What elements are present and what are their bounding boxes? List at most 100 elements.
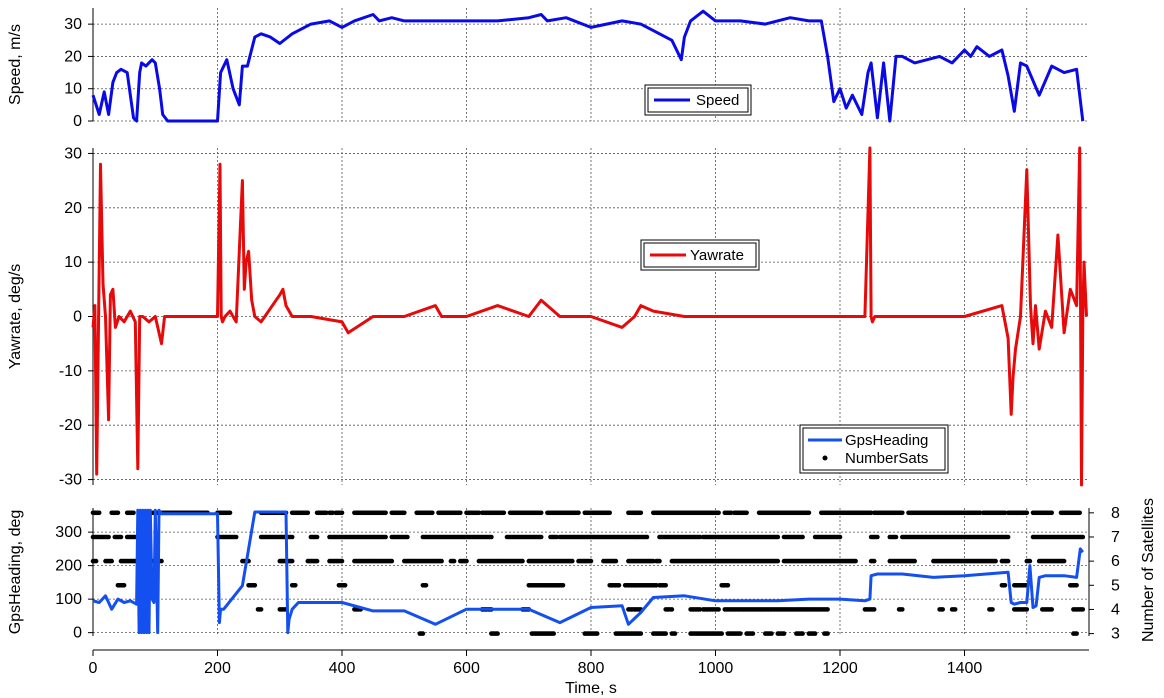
yawrate-legend: Yawrate <box>640 239 760 271</box>
yawrate-ytick-label: -30 <box>59 472 82 489</box>
numbersats-point <box>289 558 295 564</box>
numbersats-point <box>697 607 703 612</box>
numbersats-point <box>825 631 830 636</box>
numbersats-point <box>912 558 917 564</box>
numbersats-point <box>115 510 121 516</box>
numbersats-point <box>1005 534 1011 540</box>
yawrate-ytick-label: 20 <box>64 200 82 217</box>
numbersats-legend-label: NumberSats <box>845 450 928 467</box>
numbersats-point <box>657 558 662 564</box>
numbersats-point <box>744 510 749 516</box>
numbersats-point <box>952 607 958 612</box>
yawrate-ytick-label: 0 <box>73 309 82 326</box>
numbersats-point <box>1077 510 1082 516</box>
numbersats-point <box>663 583 668 588</box>
numbersats-point <box>900 510 905 516</box>
numbersats-point <box>638 631 644 636</box>
numbersats-point <box>233 534 239 540</box>
x-axis-label: Time, s <box>565 680 617 697</box>
numbersats-point <box>750 631 756 636</box>
numbersats-point <box>451 558 457 564</box>
numbersats-point <box>993 558 998 564</box>
numbersats-point <box>570 558 575 564</box>
yawrate-ytick-label: -20 <box>59 417 82 434</box>
numbersats-point <box>227 510 233 516</box>
numbersats-point <box>697 534 703 540</box>
numbersats-point <box>339 558 345 564</box>
yawrate-y-axis-label: Yawrate, deg/s <box>7 264 24 370</box>
gps-y2-axis-label: Number of Satellites <box>1140 498 1157 642</box>
gps-y2tick-label: 8 <box>1111 505 1120 522</box>
numbersats-point <box>638 510 644 516</box>
speed-series-line <box>91 9 1085 123</box>
gps-y2tick-label: 4 <box>1111 601 1120 618</box>
numbersats-point <box>131 510 136 516</box>
numbersats-point <box>551 631 556 636</box>
numbersats-point <box>159 558 164 564</box>
numbersats-point <box>305 510 311 516</box>
yawrate-ytick-label: 30 <box>64 145 82 162</box>
numbersats-point <box>669 607 675 612</box>
numbersats-point <box>1027 558 1033 564</box>
numbersats-point <box>389 558 395 564</box>
numbersats-point <box>383 534 388 540</box>
numbersats-point <box>1049 607 1054 612</box>
yawrate-ytick-label: 10 <box>64 254 82 271</box>
numbersats-point <box>314 534 320 540</box>
speed-panel: 0 10 20 30 Speed, m/s Speed <box>7 8 1089 130</box>
numbersats-point <box>576 510 581 516</box>
numbersats-point <box>314 558 320 564</box>
numbersats-point <box>1024 510 1030 516</box>
numbersats-point <box>588 558 594 564</box>
numbersats-point <box>293 583 298 588</box>
numbersats-point <box>430 510 435 516</box>
numbersats-point <box>893 534 899 540</box>
numbersats-point <box>607 510 612 516</box>
gps-y-axis-label: GpsHeading, deg <box>7 510 24 635</box>
numbersats-point <box>871 558 877 564</box>
numbersats-point <box>875 534 880 540</box>
x-tick-label: 1000 <box>698 660 734 677</box>
numbersats-point <box>342 583 348 588</box>
gps-y2tick-label: 5 <box>1111 577 1120 594</box>
x-tick-label: 0 <box>89 660 98 677</box>
gps-ytick-label: 0 <box>73 625 82 642</box>
numbersats-point <box>538 534 544 540</box>
gps-y2tick-label: 3 <box>1111 626 1120 643</box>
numbersats-point <box>439 558 444 564</box>
numbersats-point <box>990 607 995 612</box>
numbersats-point <box>800 534 805 540</box>
yawrate-ytick-label: -10 <box>59 363 82 380</box>
x-tick-label: 1200 <box>822 660 858 677</box>
numbersats-point <box>252 583 258 588</box>
gps-ytick-label: 300 <box>55 524 82 541</box>
numbersats-point <box>613 558 619 564</box>
numbersats-point <box>1024 607 1030 612</box>
numbersats-point <box>616 583 622 588</box>
numbersats-point <box>96 510 102 516</box>
numbersats-point <box>476 510 482 516</box>
numbersats-point <box>93 558 99 564</box>
numbersats-point <box>489 534 494 540</box>
numbersats-point <box>825 607 830 612</box>
numbersats-point <box>940 607 945 612</box>
gpsheading-series-line <box>92 508 1084 635</box>
numbersats-point <box>106 534 111 540</box>
x-tick-label: 800 <box>578 660 605 677</box>
numbersats-point <box>775 558 781 564</box>
numbersats-point <box>339 510 345 516</box>
numbersats-point <box>121 583 127 588</box>
numbersats-point <box>383 510 388 516</box>
numbersats-point <box>871 607 877 612</box>
gps-legend-frame <box>799 424 949 474</box>
numbersats-point <box>806 510 812 516</box>
numbersats-point <box>1005 558 1011 564</box>
numbersats-point <box>464 558 469 564</box>
x-tick-label: 600 <box>453 660 480 677</box>
yawrate-legend-label: Yawrate <box>690 247 744 264</box>
numbersats-point <box>520 558 525 564</box>
numbersats-point <box>423 583 429 588</box>
numbersats-point <box>258 607 264 612</box>
